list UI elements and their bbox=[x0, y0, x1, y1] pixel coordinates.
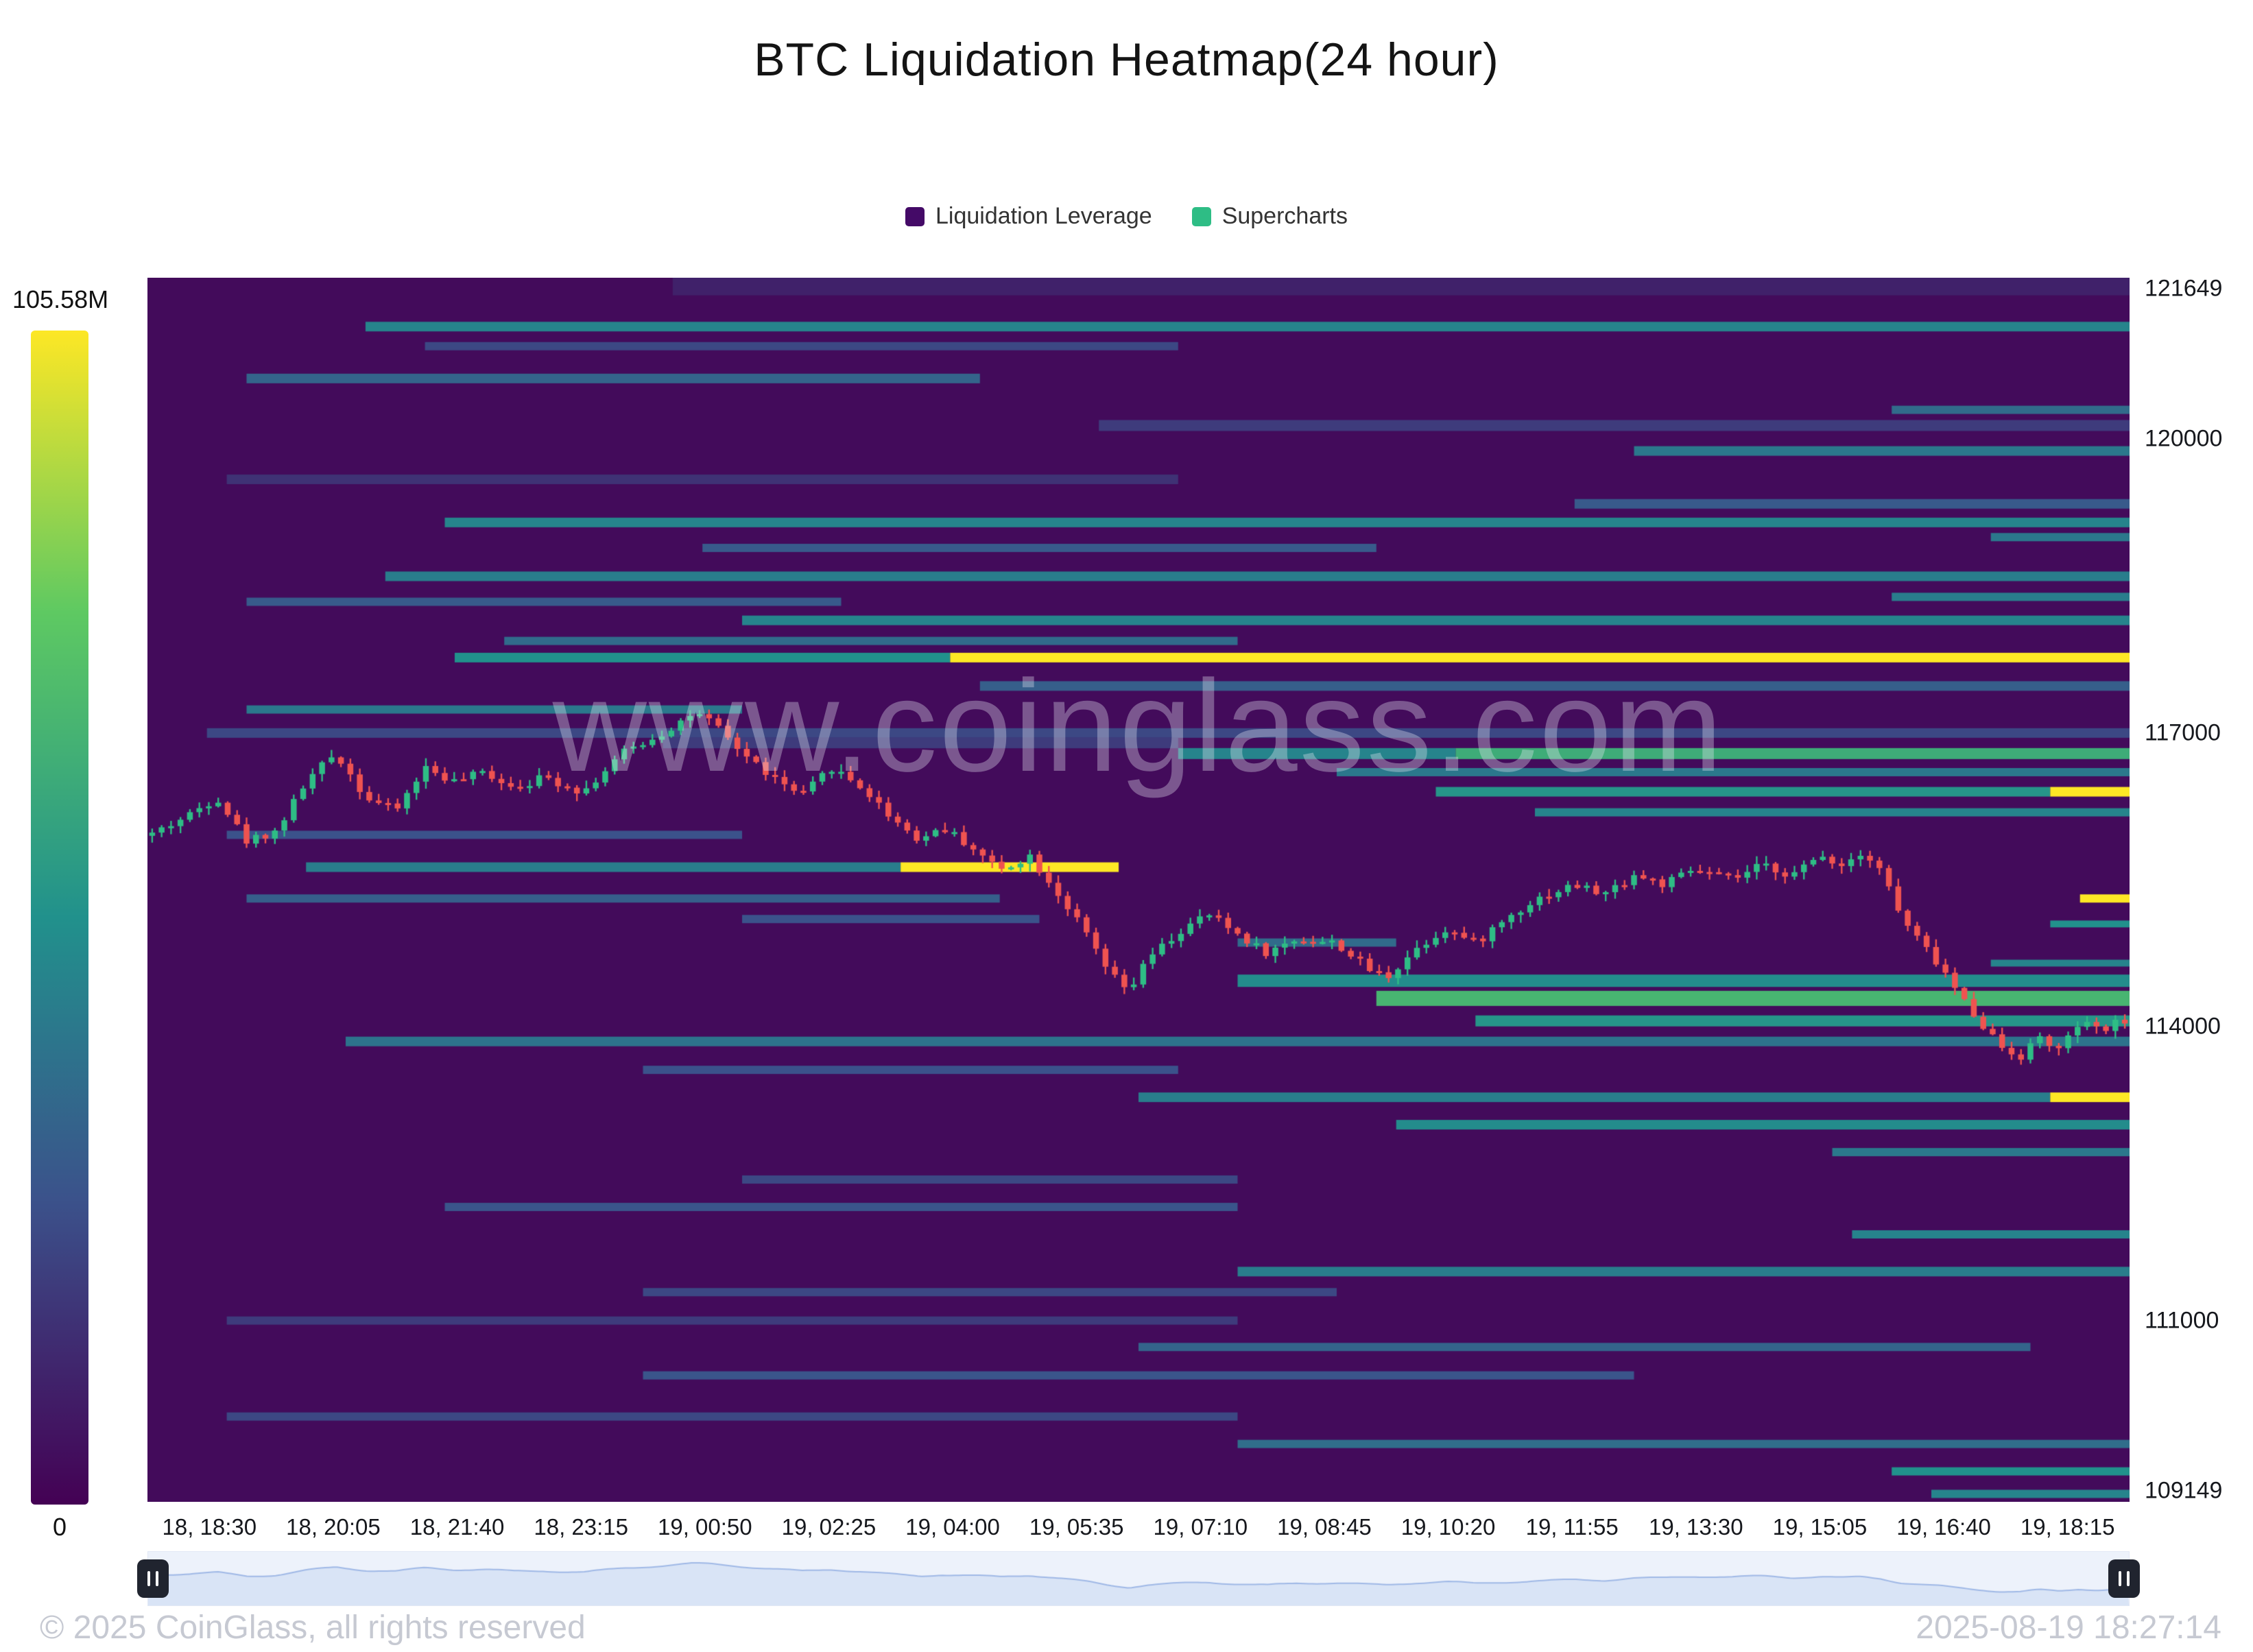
x-axis-label: 19, 00:50 bbox=[658, 1514, 752, 1540]
chart-legend: Liquidation Leverage Supercharts bbox=[0, 203, 2253, 230]
navigator-right-handle[interactable] bbox=[2108, 1559, 2140, 1598]
legend-item-liquidation-leverage[interactable]: Liquidation Leverage bbox=[905, 203, 1152, 230]
x-axis-label: 18, 23:15 bbox=[534, 1514, 628, 1540]
x-axis-label: 18, 21:40 bbox=[409, 1514, 505, 1540]
x-axis-label: 19, 15:05 bbox=[1772, 1514, 1868, 1540]
x-axis-label: 19, 05:35 bbox=[1029, 1514, 1124, 1540]
x-axis-label: 19, 07:10 bbox=[1153, 1514, 1248, 1540]
y-axis-label: 120000 bbox=[2145, 425, 2223, 452]
x-axis: 18, 18:30 18, 20:05 18, 21:40 18, 23:15 19, … bbox=[147, 1514, 2130, 1546]
colorbar-max-label: 105.58M bbox=[12, 285, 109, 313]
heatmap-canvas[interactable] bbox=[147, 278, 2130, 1502]
navigator[interactable] bbox=[137, 1551, 2140, 1606]
x-axis-label: 19, 04:00 bbox=[905, 1514, 1000, 1540]
x-axis-label: 18, 18:30 bbox=[162, 1514, 257, 1540]
y-axis-label: 111000 bbox=[2145, 1307, 2219, 1334]
drag-handle-icon bbox=[2119, 1571, 2121, 1586]
y-axis-label: 121649 bbox=[2145, 275, 2223, 302]
legend-label: Supercharts bbox=[1221, 203, 1348, 229]
x-axis-label: 19, 18:15 bbox=[2020, 1514, 2115, 1540]
x-axis-label: 19, 11:55 bbox=[1525, 1514, 1619, 1540]
heatmap-plot-area: www.coinglass.com bbox=[147, 278, 2130, 1502]
page-title: BTC Liquidation Heatmap(24 hour) bbox=[754, 34, 1499, 86]
x-axis-label: 19, 13:30 bbox=[1649, 1514, 1743, 1540]
x-axis-label: 18, 20:05 bbox=[286, 1514, 381, 1540]
legend-item-supercharts[interactable]: Supercharts bbox=[1191, 203, 1348, 230]
colorbar-min-label: 0 bbox=[52, 1513, 67, 1541]
x-axis-label: 19, 02:25 bbox=[781, 1514, 877, 1540]
y-axis: 121649 120000 117000 114000 111000 109149 bbox=[2145, 275, 2253, 1504]
y-axis-label: 117000 bbox=[2145, 719, 2221, 746]
navigator-canvas[interactable] bbox=[148, 1552, 2129, 1605]
colorbar-gradient bbox=[31, 331, 88, 1505]
copyright-text: © 2025 CoinGlass, all rights reserved bbox=[40, 1609, 586, 1646]
navigator-left-handle[interactable] bbox=[137, 1559, 169, 1598]
drag-handle-icon bbox=[156, 1571, 158, 1586]
drag-handle-icon bbox=[147, 1571, 150, 1586]
drag-handle-icon bbox=[2127, 1571, 2130, 1586]
x-axis-label: 19, 08:45 bbox=[1277, 1514, 1372, 1540]
y-axis-label: 114000 bbox=[2145, 1013, 2221, 1040]
x-axis-label: 19, 16:40 bbox=[1896, 1514, 1991, 1540]
legend-swatch-icon bbox=[1191, 206, 1211, 226]
legend-swatch-icon bbox=[905, 206, 925, 226]
y-axis-label: 109149 bbox=[2145, 1477, 2223, 1504]
timestamp: 2025-08-19 18:27:14 bbox=[1916, 1609, 2221, 1646]
legend-label: Liquidation Leverage bbox=[935, 203, 1152, 229]
x-axis-label: 19, 10:20 bbox=[1400, 1514, 1496, 1540]
